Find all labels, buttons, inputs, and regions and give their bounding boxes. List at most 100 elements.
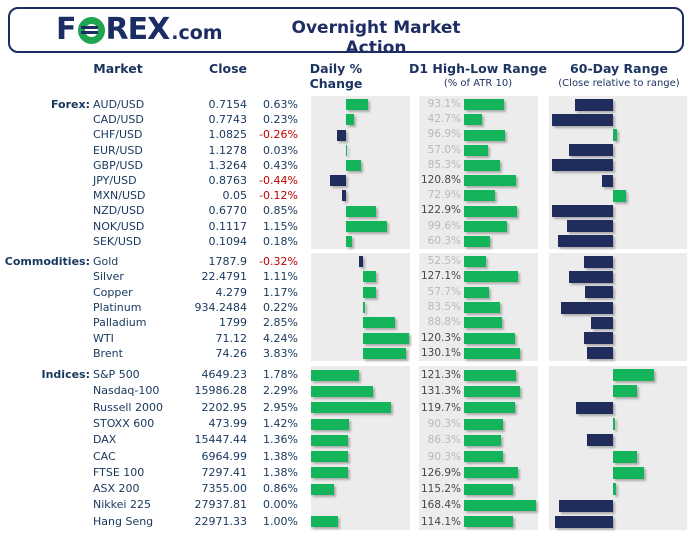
daily-change-bar	[362, 286, 377, 298]
d1-range-value: 85.3%	[427, 158, 461, 171]
market-label: SEK/USD	[93, 234, 142, 248]
change-value: 2.95%	[263, 400, 298, 414]
market-label: EUR/USD	[93, 143, 143, 157]
d1-range-value: 122.9%	[420, 204, 461, 217]
d1-range-bar	[464, 220, 507, 232]
close-value: 4.279	[215, 285, 248, 299]
change-value: 0.03%	[263, 143, 298, 157]
close-value: 15986.28	[194, 384, 248, 398]
close-value: 1787.9	[208, 255, 248, 268]
d1-range-value: 52.5%	[427, 255, 461, 267]
close-value: 1.3264	[208, 158, 248, 172]
change-value: 0.23%	[263, 113, 298, 127]
range60-bar	[574, 98, 614, 111]
market-label: CHF/USD	[93, 128, 143, 142]
d1-range-bar	[464, 286, 489, 298]
close-value: 934.2484	[194, 300, 248, 314]
d1-range-bar	[464, 347, 520, 359]
market-label: Brent	[93, 346, 123, 360]
range60-bar	[613, 385, 637, 398]
market-label: Copper	[93, 285, 133, 299]
range60-bar	[613, 369, 655, 382]
change-value: 1.38%	[263, 449, 298, 463]
d1-range-value: 99.6%	[427, 219, 461, 232]
close-value: 22.4791	[201, 270, 248, 284]
close-value: 0.6770	[208, 204, 248, 218]
logo-o-icon	[77, 16, 105, 44]
daily-change-bar	[330, 175, 347, 187]
d1-range-value: 120.3%	[420, 331, 461, 344]
close-value: 1799	[219, 316, 247, 330]
change-value: 4.24%	[263, 331, 298, 345]
d1-range-bar	[464, 500, 536, 512]
d1-range-value: 96.9%	[427, 128, 461, 141]
change-value: 2.85%	[263, 316, 298, 330]
daily-change-bar	[311, 483, 335, 495]
section-label: Commodities:	[4, 255, 90, 268]
d1-range-value: 126.9%	[420, 466, 461, 479]
d1-range-bar	[464, 451, 503, 463]
change-value: 1.42%	[263, 416, 298, 430]
range60-bar	[587, 434, 614, 447]
daily-change-bar	[346, 220, 387, 232]
range60-bar	[560, 301, 614, 314]
daily-change-bar	[346, 144, 348, 156]
daily-change-bar	[311, 434, 348, 446]
range60-bar	[575, 401, 614, 414]
d1-range-value: 127.1%	[420, 270, 461, 283]
change-value: -0.44%	[259, 174, 298, 187]
daily-change-bar	[346, 235, 353, 247]
range60-bar	[566, 220, 614, 233]
daily-change-bar	[346, 159, 362, 171]
d1-range-value: 83.5%	[427, 300, 461, 313]
d1-range-bar	[464, 114, 483, 126]
close-value: 4649.23	[201, 368, 248, 381]
d1-range-bar	[464, 434, 501, 446]
close-value: 71.12	[215, 331, 248, 345]
daily-change-bar	[311, 385, 373, 397]
column-header-daily-change: Daily % Change	[309, 61, 363, 91]
daily-change-bar	[341, 190, 347, 202]
market-label: Hang Seng	[93, 514, 154, 528]
close-value: 1.0825	[208, 128, 248, 142]
market-label: Russell 2000	[93, 400, 163, 414]
daily-change-bar	[346, 114, 355, 126]
change-value: 1.00%	[263, 514, 298, 528]
market-label: AUD/USD	[93, 98, 145, 111]
change-value: -0.32%	[259, 255, 298, 268]
forex-logo: F REX .com	[56, 14, 223, 46]
range60-bar	[569, 144, 614, 157]
d1-range-value: 86.3%	[427, 434, 461, 447]
column-subheader-60day-range: (Close relative to range)	[558, 78, 680, 89]
column-header-close: Close	[209, 61, 247, 76]
change-value: 1.78%	[263, 368, 298, 381]
daily-change-bar	[362, 302, 366, 314]
daily-change-bar	[311, 402, 391, 414]
d1-range-bar	[464, 483, 514, 495]
section-label: Indices:	[41, 368, 91, 381]
change-value: 0.00%	[263, 498, 298, 512]
d1-range-value: 115.2%	[420, 483, 461, 496]
range60-bar	[584, 286, 614, 299]
change-value: 1.17%	[263, 285, 298, 299]
range60-bar	[613, 129, 618, 141]
close-value: 7355.00	[201, 482, 248, 496]
column-subheader-d1-range: (% of ATR 10)	[443, 78, 513, 89]
daily-change-bar	[336, 129, 347, 141]
market-label: Nikkei 225	[93, 498, 151, 512]
range60-bar	[557, 235, 614, 248]
market-label: DAX	[93, 433, 117, 447]
close-value: 0.1117	[208, 219, 248, 233]
change-value: 2.29%	[263, 384, 298, 398]
column-header-60day-range: 60-Day Range	[570, 61, 668, 76]
market-label: GBP/USD	[93, 158, 143, 172]
market-label: NZD/USD	[93, 204, 145, 218]
logo-f: F	[56, 12, 76, 47]
column-header-market: Market	[93, 61, 143, 76]
close-value: 74.26	[215, 346, 248, 360]
range60-bar	[613, 466, 645, 479]
d1-range-bar	[464, 369, 516, 381]
d1-range-bar	[464, 317, 502, 329]
range60-bar	[551, 159, 614, 172]
change-value: 0.43%	[263, 158, 298, 172]
